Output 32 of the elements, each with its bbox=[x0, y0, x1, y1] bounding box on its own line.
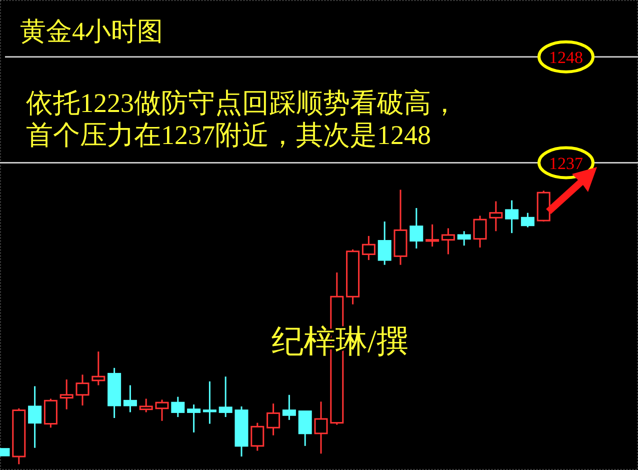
y-tick-label: 1237 bbox=[549, 154, 584, 173]
annotation: 首个压力在1237附近，其次是1248 bbox=[26, 120, 431, 150]
candlestick bbox=[218, 376, 232, 418]
candlestick bbox=[139, 398, 153, 413]
candlestick bbox=[520, 212, 534, 228]
candlestick bbox=[314, 400, 328, 454]
candlestick bbox=[123, 384, 137, 413]
candlestick bbox=[187, 404, 201, 434]
candlestick bbox=[457, 230, 471, 246]
candlestick bbox=[378, 220, 392, 266]
text: 黄金4小时图 bbox=[20, 17, 163, 46]
candlestick bbox=[250, 422, 264, 452]
candlestick bbox=[489, 200, 503, 232]
annotation: 依托1223做防守点回踩顺势看破高， bbox=[26, 88, 458, 118]
candlestick bbox=[362, 235, 376, 261]
candlestick bbox=[92, 350, 106, 386]
candlestick bbox=[266, 402, 280, 436]
y-tick-label: 1248 bbox=[549, 48, 583, 67]
candlestick bbox=[505, 200, 519, 234]
candlestick bbox=[76, 374, 90, 406]
candlestick bbox=[426, 224, 440, 248]
candlestick bbox=[44, 398, 58, 428]
candlestick bbox=[282, 394, 296, 421]
candlestick bbox=[155, 398, 169, 422]
candlestick bbox=[60, 378, 74, 410]
candlestick bbox=[171, 396, 185, 418]
candlestick bbox=[28, 385, 42, 449]
candlestick bbox=[202, 380, 216, 425]
candlestick bbox=[410, 207, 424, 250]
candlestick bbox=[298, 410, 312, 447]
candlestick bbox=[441, 228, 455, 256]
candlestick bbox=[473, 214, 487, 248]
